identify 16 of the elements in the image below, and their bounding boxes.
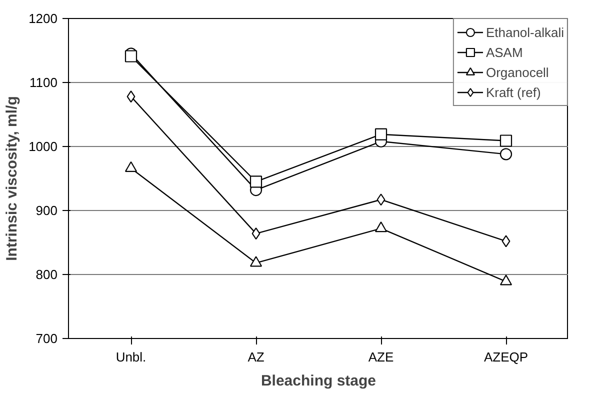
y-tick-label: 700 xyxy=(36,331,58,346)
legend-label: ASAM xyxy=(486,44,523,60)
x-tick-label: AZEQP xyxy=(484,350,528,364)
y-tick-label: 800 xyxy=(36,267,58,282)
x-tick-label: AZE xyxy=(368,350,394,364)
legend-label: Ethanol-alkali xyxy=(486,24,564,40)
y-tick-label: 1100 xyxy=(30,75,58,90)
y-axis-title: Intrinsic viscosity, ml/g xyxy=(4,96,21,261)
y-tick-label: 900 xyxy=(36,203,58,218)
x-tick-label: Unbl. xyxy=(116,350,146,364)
y-tick-label: 1200 xyxy=(28,11,58,26)
y-tick-label: 1000 xyxy=(28,139,58,154)
legend-label: Organocell xyxy=(486,64,549,80)
legend-label: Kraft (ref) xyxy=(486,84,541,100)
x-tick-label: AZ xyxy=(248,350,264,364)
x-axis-title: Bleaching stage xyxy=(260,372,376,390)
